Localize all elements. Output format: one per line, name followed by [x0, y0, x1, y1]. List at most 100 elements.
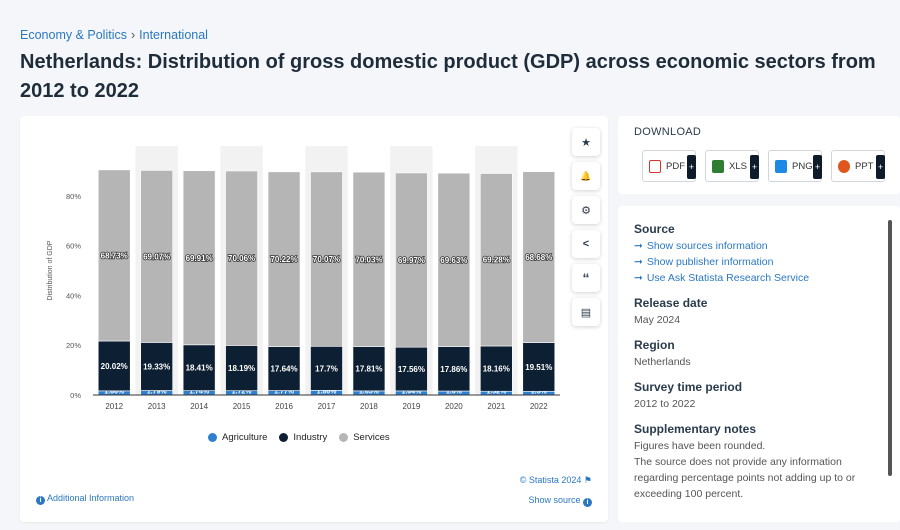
bar-segment-services [395, 172, 428, 348]
download-panel: DOWNLOAD PDF + XLS + PNG + PPT + [618, 116, 900, 194]
x-tick-label: 2014 [190, 402, 208, 411]
legend-item-services[interactable]: Services [339, 432, 390, 443]
quote-icon: “ [582, 270, 590, 286]
data-label: 68.68% [525, 253, 552, 262]
pdf-file-icon [649, 159, 661, 173]
additional-information-link[interactable]: i Additional Information [36, 493, 134, 505]
cite-button[interactable]: “ [572, 264, 600, 292]
star-icon: ★ [581, 136, 591, 149]
ppt-file-icon [838, 159, 850, 173]
pdf-label: PDF [666, 160, 685, 172]
data-label: 18.41% [186, 364, 213, 373]
y-tick-label: 20% [66, 341, 81, 350]
breadcrumb-international[interactable]: International [139, 28, 208, 42]
bar-segment-industry [267, 346, 301, 391]
source-heading: Source [634, 222, 675, 236]
release-section: Release date May 2024 [634, 296, 884, 328]
region-heading: Region [634, 338, 675, 352]
notification-button[interactable]: 🔔 [572, 162, 600, 190]
breadcrumb-economy[interactable]: Economy & Politics [20, 28, 127, 42]
data-label: 69.28% [483, 256, 510, 265]
ppt-label: PPT [855, 160, 874, 172]
download-title: DOWNLOAD [634, 126, 702, 138]
ask-statista-link[interactable]: ➞ Use Ask Statista Research Service [634, 270, 884, 286]
x-tick-label: 2013 [148, 402, 166, 411]
data-label: 68.73% [101, 251, 128, 260]
breadcrumb: Economy & Politics › International [20, 28, 208, 42]
breadcrumb-separator: › [130, 28, 136, 42]
data-label: 1.5% [531, 389, 548, 396]
settings-button[interactable]: ⚙ [572, 196, 600, 224]
data-label: 1.66% [104, 389, 125, 396]
png-file-icon [775, 159, 787, 173]
star-button[interactable]: ★ [572, 128, 600, 156]
data-label: 1.6% [446, 389, 463, 396]
data-label: 1.77% [274, 389, 295, 396]
data-label: 1.52% [486, 389, 507, 396]
x-tick-label: 2017 [318, 402, 336, 411]
bar-segment-services [437, 172, 471, 347]
data-label: 70.22% [270, 255, 297, 264]
release-value: May 2024 [634, 314, 681, 326]
region-section: Region Netherlands [634, 338, 884, 370]
bar-segment-industry [310, 345, 343, 391]
bar-segment-industry [225, 345, 258, 392]
bar-segment-industry [97, 340, 131, 392]
y-tick-label: 0% [70, 391, 81, 400]
notes-section: Supplementary notes Figures have been ro… [634, 422, 884, 502]
bar-segment-industry [480, 345, 513, 392]
notes-line: Figures have been rounded. [634, 440, 766, 452]
show-publisher-link[interactable]: ➞ Show publisher information [634, 254, 884, 270]
plus-icon: + [687, 155, 696, 179]
show-sources-link[interactable]: ➞ Show sources information [634, 238, 884, 254]
legend-label-agriculture: Agriculture [222, 432, 268, 443]
show-publisher-text: Show publisher information [646, 256, 774, 268]
data-label: 17.56% [398, 365, 425, 374]
statista-credit[interactable]: © Statista 2024 ⚑ [520, 475, 592, 486]
scrollbar[interactable] [888, 220, 892, 476]
data-label: 70.07% [313, 255, 340, 264]
arrow-right-icon: ➞ [634, 256, 643, 268]
bar-segment-services [522, 171, 556, 343]
data-label: 17.7% [315, 364, 338, 373]
download-png-button[interactable]: PNG + [768, 150, 822, 182]
source-panel: Source ➞ Show sources information ➞ Show p… [618, 206, 900, 522]
bar-segment-industry [182, 344, 216, 391]
bar-segment-services [352, 171, 386, 347]
download-xls-button[interactable]: XLS + [705, 150, 759, 182]
data-label: 18.16% [483, 365, 510, 374]
data-label: 17.81% [355, 365, 382, 374]
data-label: 70.03% [355, 255, 382, 264]
region-value: Netherlands [634, 356, 691, 368]
bell-icon: 🔔 [580, 170, 592, 181]
x-tick-label: 2021 [487, 402, 505, 411]
bar-segment-industry [522, 342, 556, 392]
y-tick-label: 40% [66, 291, 81, 300]
notes-line: regarding percentage points not adding u… [634, 472, 856, 484]
print-icon: ▤ [580, 306, 592, 319]
legend-item-industry[interactable]: Industry [279, 432, 327, 443]
notes-line: exceeding 100 percent. [634, 488, 744, 500]
legend-dot-services [339, 433, 349, 442]
x-tick-label: 2015 [233, 402, 251, 411]
print-button[interactable]: ▤ [572, 298, 600, 326]
data-label: 1.79% [147, 389, 168, 396]
show-source-link[interactable]: Show source i [528, 495, 592, 507]
x-tick-label: 2022 [530, 402, 548, 411]
data-label: 19.51% [525, 363, 552, 372]
bar-segment-industry [140, 342, 173, 391]
bar-segment-services [97, 169, 131, 342]
bar-segment-industry [352, 346, 386, 392]
legend-item-agriculture[interactable]: Agriculture [208, 432, 267, 443]
data-label: 1.65% [359, 389, 380, 396]
x-tick-label: 2019 [403, 402, 421, 411]
chart-card: 0% 20% 40% 60% 80% Distribution of GDP 1.66% 20… [20, 116, 608, 522]
legend-dot-agriculture [208, 433, 217, 442]
download-pdf-button[interactable]: PDF + [642, 150, 696, 182]
gear-icon: ⚙ [581, 204, 591, 217]
data-label: 69.97% [398, 256, 425, 265]
download-ppt-button[interactable]: PPT + [831, 150, 885, 182]
data-label: 1.64% [401, 389, 422, 396]
share-button[interactable]: < [572, 230, 600, 258]
arrow-right-icon: ➞ [634, 272, 643, 284]
